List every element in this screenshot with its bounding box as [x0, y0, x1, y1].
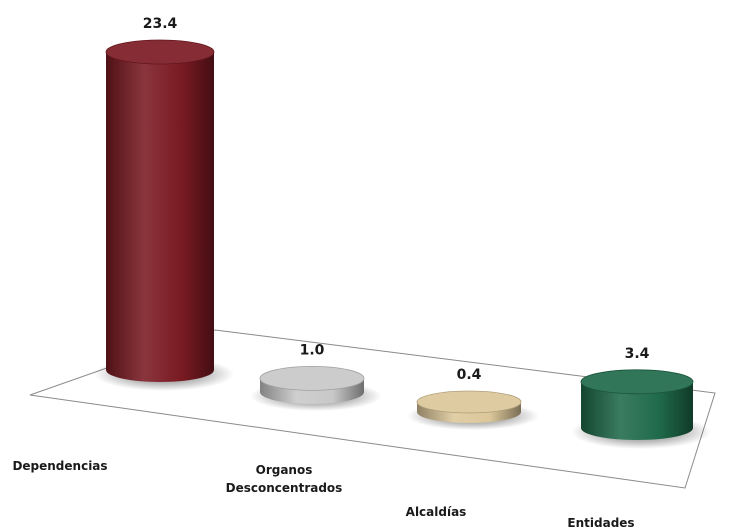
- value-labels-group: 23.4 1.0 0.4 3.4: [143, 16, 650, 383]
- bar-top: [580, 369, 694, 395]
- bar-top: [105, 39, 215, 65]
- bar-body: [106, 52, 214, 382]
- category-label: Dependencias: [12, 459, 107, 473]
- category-label: Entidades: [567, 516, 634, 529]
- bar-0: [105, 39, 215, 382]
- bar-top: [259, 366, 365, 391]
- bar-3: [580, 369, 694, 440]
- category-label-line: Organos: [256, 463, 313, 477]
- category-label: Organos Desconcentrados: [226, 463, 343, 495]
- category-label: Alcaldías: [406, 505, 467, 519]
- bar-2: [416, 390, 522, 423]
- bar-body: [260, 378, 364, 404]
- category-label-line: Desconcentrados: [226, 481, 343, 495]
- value-label: 3.4: [625, 346, 650, 362]
- value-label: 0.4: [457, 367, 482, 383]
- bars-group: [105, 39, 694, 440]
- category-label-line: Alcaldías: [406, 505, 467, 519]
- value-label: 1.0: [300, 342, 325, 358]
- bar-top: [416, 390, 522, 414]
- category-label-line: Dependencias: [12, 459, 107, 473]
- bar-body: [581, 381, 693, 440]
- bar-1: [259, 366, 365, 404]
- value-label: 23.4: [143, 16, 178, 32]
- category-label-line: Entidades: [567, 516, 634, 529]
- bar-body: [417, 402, 521, 423]
- category-labels-group: Dependencias Organos Desconcentrados Alcald…: [12, 459, 634, 529]
